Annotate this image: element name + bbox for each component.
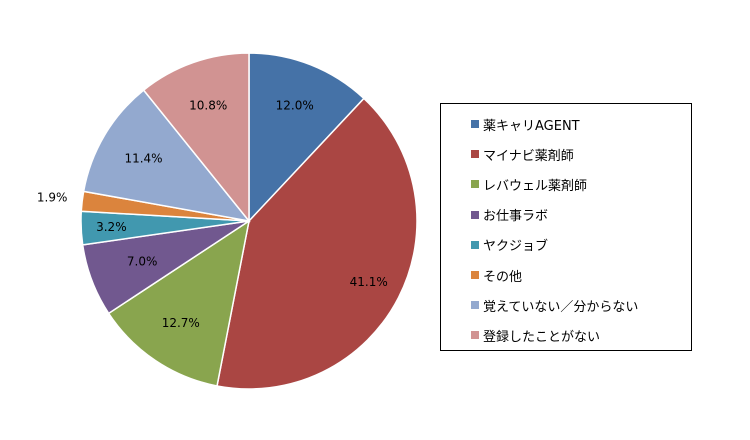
pie-slice-7 <box>82 89 251 223</box>
slice-value-label: 7.0% <box>127 255 158 269</box>
legend-swatch <box>471 240 479 249</box>
legend-swatch <box>471 210 479 219</box>
legend-item: お仕事ラボ <box>471 205 548 225</box>
slice-value-label: 10.8% <box>189 98 227 112</box>
legend-item: 薬キャリAGENT <box>471 114 580 134</box>
legend-swatch <box>471 120 479 128</box>
slice-value-label: 12.7% <box>162 316 200 330</box>
legend-item: 登録したことがない <box>471 325 600 345</box>
legend-swatch <box>471 301 479 310</box>
chart-legend: 薬キャリAGENT マイナビ薬剤師 レバウェル薬剤師 お仕事ラボヤクジョブその他覚えて… <box>440 103 692 351</box>
legend-label: レバウェル薬剤師 <box>483 178 588 194</box>
legend-label: ヤクジョブ <box>483 239 549 255</box>
legend-swatch <box>471 331 479 340</box>
legend-item: その他 <box>471 265 522 285</box>
slice-value-label: 11.4% <box>124 151 162 165</box>
legend-label: 薬キャリAGENT <box>483 118 580 134</box>
legend-item: レバウェル薬剤師 <box>471 174 587 194</box>
legend-item: マイナビ薬剤師 <box>471 144 574 164</box>
legend-swatch <box>471 180 479 189</box>
slice-value-label: 12.0% <box>276 98 314 112</box>
pie-slice-1 <box>248 52 365 223</box>
legend-swatch <box>471 271 479 279</box>
legend-item: 覚えていない／分からない <box>471 295 638 315</box>
pie-slice-8 <box>142 52 250 224</box>
slice-value-label: 41.1% <box>350 275 388 289</box>
legend-label: マイナビ薬剤師 <box>483 148 574 164</box>
pie-slice-3 <box>107 219 251 387</box>
slice-value-label: 3.2% <box>96 220 127 234</box>
legend-swatch <box>471 150 479 159</box>
legend-label: 登録したことがない <box>483 329 601 345</box>
legend-label: 覚えていない／分からない <box>483 299 639 315</box>
legend-label: お仕事ラボ <box>483 209 549 225</box>
legend-item: ヤクジョブ <box>471 235 548 255</box>
pie-slice-2 <box>216 97 418 390</box>
slice-value-label: 1.9% <box>37 191 68 205</box>
legend-label: その他 <box>483 269 523 285</box>
